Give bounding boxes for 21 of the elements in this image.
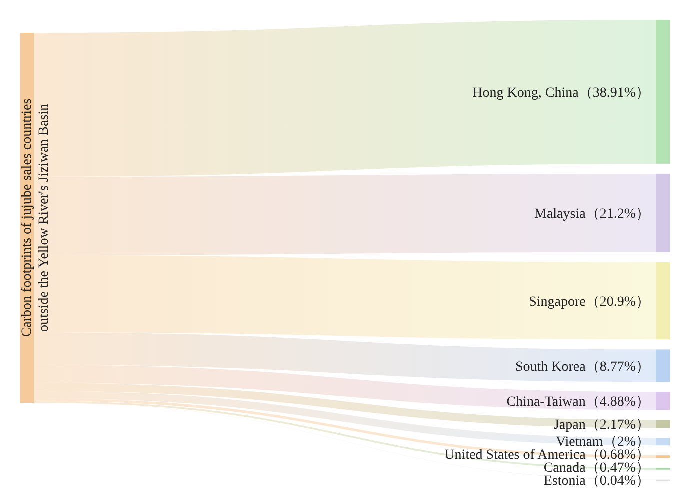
data-label: （21.2%）: [586, 207, 650, 222]
category-label: Singapore: [529, 294, 586, 310]
data-label: （20.9%）: [586, 294, 650, 310]
data-label: （4.88%）: [586, 395, 650, 410]
data-label: （38.91%）: [578, 86, 650, 101]
category-label: Estonia: [544, 474, 587, 489]
category-label: United States of America: [444, 448, 587, 463]
category-label: South Korea: [515, 360, 587, 375]
category-label: Vietnam: [556, 434, 604, 450]
category-label: Malaysia: [534, 207, 587, 222]
category-label: Japan: [554, 418, 586, 434]
category-label: Hong Kong, China: [472, 86, 580, 101]
category-label: China-Taiwan: [506, 395, 586, 410]
data-label: （0.04%）: [586, 474, 650, 489]
category-label: Canada: [544, 460, 587, 476]
data-label: （0.47%）: [586, 460, 650, 476]
data-label: （2.17%）: [586, 418, 650, 434]
data-label: （0.68%）: [586, 448, 650, 463]
text: Carbon footprints of jujube sales countries outside the Yellow River's Jiziwan Basin: [20, 98, 52, 338]
data-label: （8.77%）: [586, 360, 650, 375]
data-label: （2%）: [603, 434, 650, 450]
